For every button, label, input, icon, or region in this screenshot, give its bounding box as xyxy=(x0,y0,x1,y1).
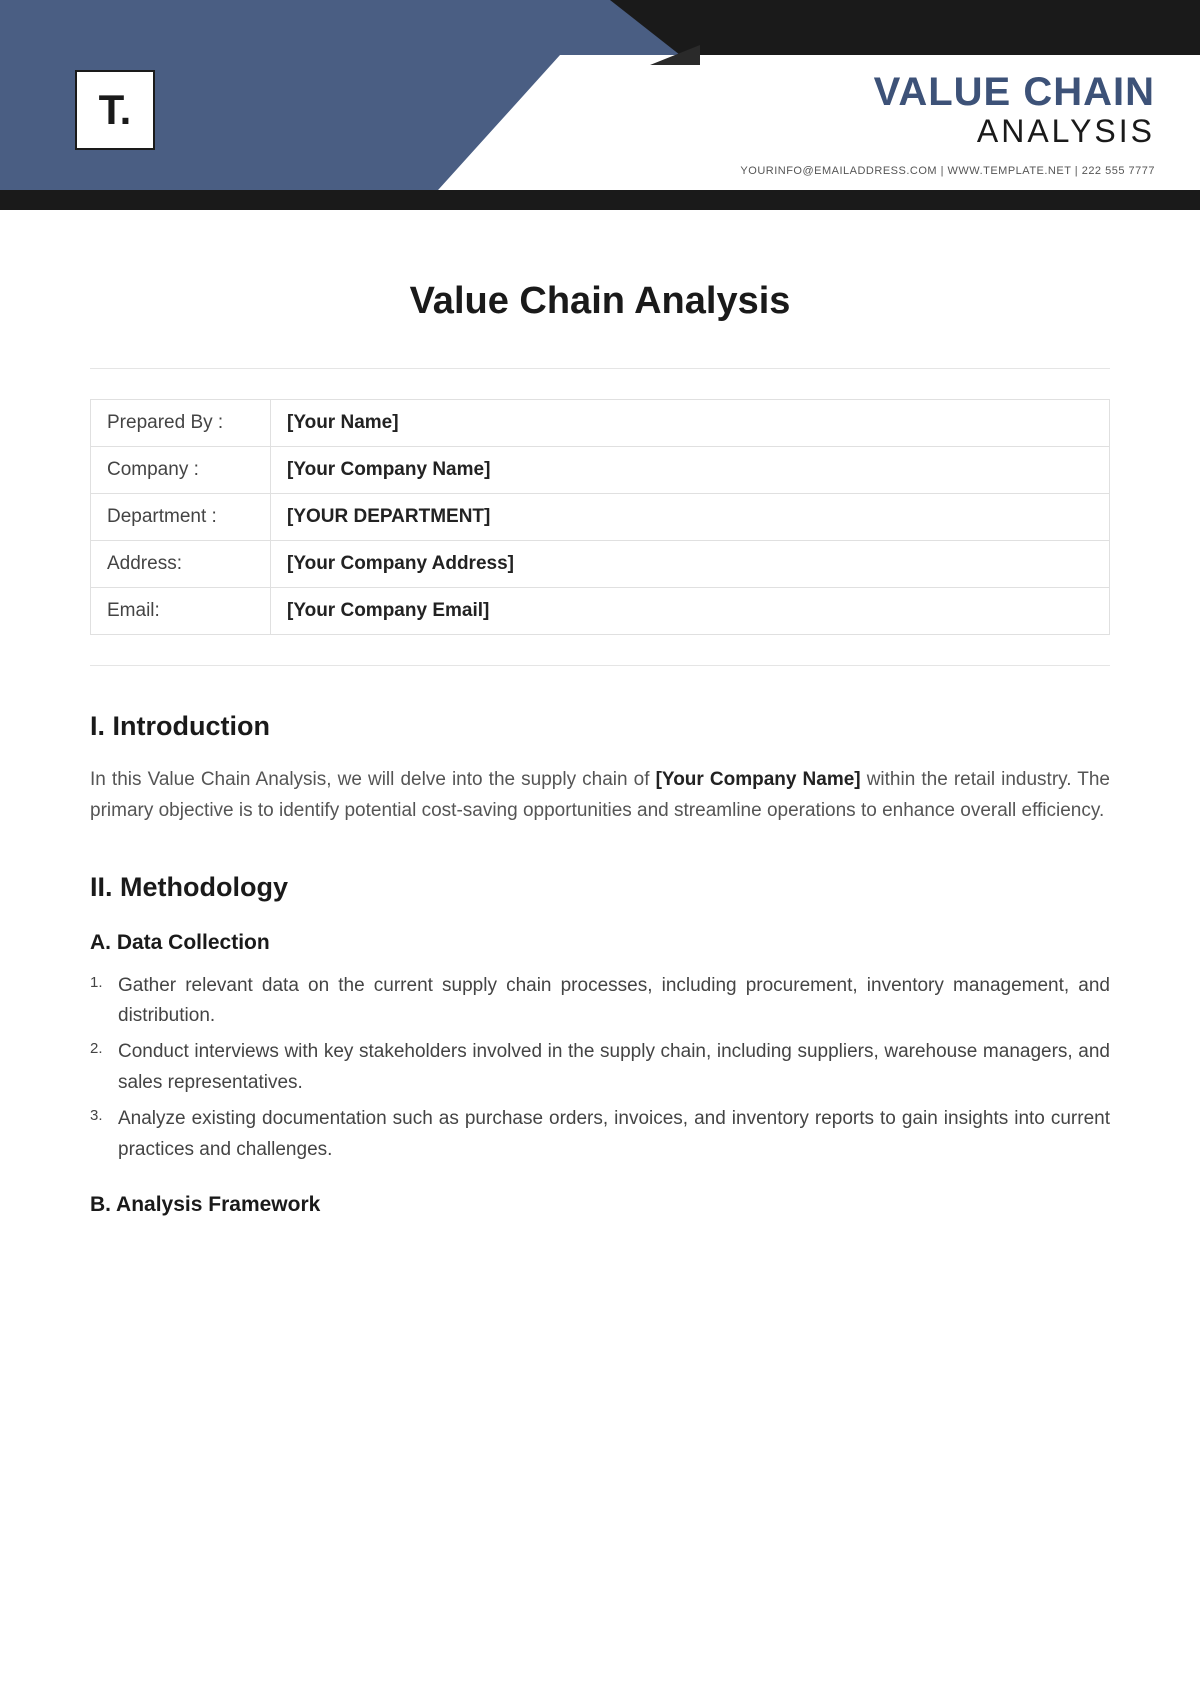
list-item: Analyze existing documentation such as p… xyxy=(90,1104,1110,1165)
list-item: Gather relevant data on the current supp… xyxy=(90,971,1110,1032)
table-row: Prepared By :[Your Name] xyxy=(91,400,1110,447)
document-title: Value Chain Analysis xyxy=(90,280,1110,323)
info-table: Prepared By :[Your Name]Company :[Your C… xyxy=(90,399,1110,635)
header-banner: T. VALUE CHAIN ANALYSIS YOURINFO@EMAILAD… xyxy=(0,0,1200,210)
document-content: Value Chain Analysis Prepared By :[Your … xyxy=(0,210,1200,1283)
info-label: Prepared By : xyxy=(91,400,271,447)
info-label: Email: xyxy=(91,588,271,635)
header-shadow-angle xyxy=(650,45,700,65)
intro-paragraph: In this Value Chain Analysis, we will de… xyxy=(90,764,1110,827)
info-label: Company : xyxy=(91,447,271,494)
header-white-angle xyxy=(420,55,560,210)
logo-box: T. xyxy=(75,70,155,150)
subheading-data-collection: A. Data Collection xyxy=(90,931,1110,955)
subheading-analysis-framework: B. Analysis Framework xyxy=(90,1193,1110,1217)
logo-text: T. xyxy=(83,78,147,142)
info-label: Department : xyxy=(91,494,271,541)
data-collection-list: Gather relevant data on the current supp… xyxy=(90,971,1110,1165)
separator-rule xyxy=(90,368,1110,369)
header-contact-line: YOURINFO@EMAILADDRESS.COM | WWW.TEMPLATE… xyxy=(740,165,1155,177)
list-item: Conduct interviews with key stakeholders… xyxy=(90,1037,1110,1098)
info-value: [YOUR DEPARTMENT] xyxy=(271,494,1110,541)
info-value: [Your Company Email] xyxy=(271,588,1110,635)
document-page: T. VALUE CHAIN ANALYSIS YOURINFO@EMAILAD… xyxy=(0,0,1200,1283)
header-black-top xyxy=(680,0,1200,55)
table-row: Department :[YOUR DEPARTMENT] xyxy=(91,494,1110,541)
table-row: Company :[Your Company Name] xyxy=(91,447,1110,494)
table-row: Email:[Your Company Email] xyxy=(91,588,1110,635)
table-row: Address:[Your Company Address] xyxy=(91,541,1110,588)
section-heading-methodology: II. Methodology xyxy=(90,872,1110,903)
info-label: Address: xyxy=(91,541,271,588)
header-title-line2: ANALYSIS xyxy=(874,113,1155,150)
separator-rule xyxy=(90,665,1110,666)
header-title-line1: VALUE CHAIN xyxy=(874,70,1155,115)
info-value: [Your Company Name] xyxy=(271,447,1110,494)
header-black-band xyxy=(0,190,1200,210)
header-title-block: VALUE CHAIN ANALYSIS xyxy=(874,70,1155,150)
section-heading-intro: I. Introduction xyxy=(90,711,1110,742)
intro-text-bold: [Your Company Name] xyxy=(656,769,861,790)
intro-text-pre: In this Value Chain Analysis, we will de… xyxy=(90,769,656,790)
info-value: [Your Name] xyxy=(271,400,1110,447)
info-value: [Your Company Address] xyxy=(271,541,1110,588)
